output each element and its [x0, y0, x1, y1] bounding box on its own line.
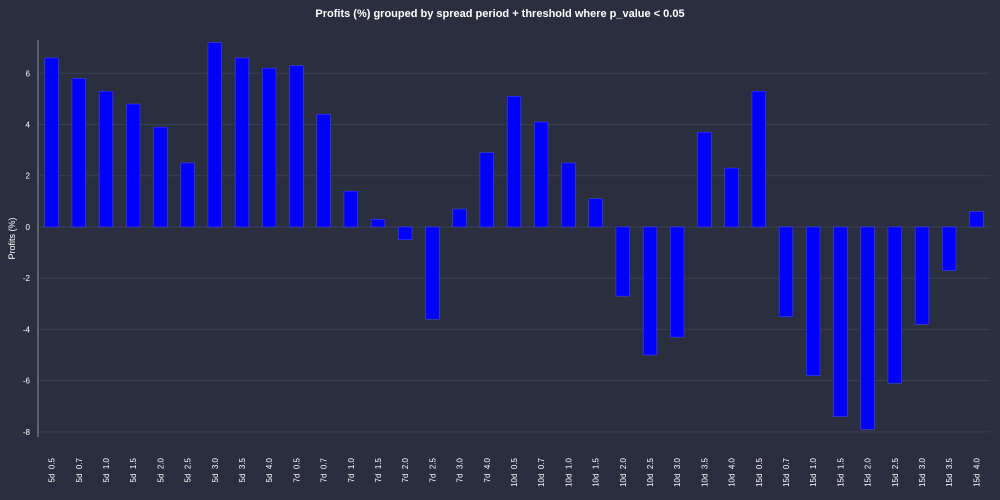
x-tick-label: 15d 3.0: [918, 457, 927, 486]
x-tick-label: 15d 2.5: [891, 457, 900, 486]
bar-13: [398, 226, 413, 241]
bar-31: [887, 226, 902, 384]
x-tick-label: 15d 4.0: [972, 457, 981, 486]
x-tick-label: 5d 4.0: [265, 457, 274, 482]
x-tick-label: 10d 2.0: [619, 457, 628, 486]
bar-0: [44, 57, 59, 228]
x-tick-label: 10d 3.0: [673, 457, 682, 486]
y-tick-label: -6: [23, 377, 31, 386]
x-tick-label: 10d 0.5: [510, 457, 519, 486]
bar-4: [153, 126, 168, 228]
x-tick-label: 10d 1.5: [592, 457, 601, 486]
bar-8: [262, 67, 277, 228]
x-tick-label: 7d 1.0: [347, 457, 356, 482]
x-tick-label: 10d 2.5: [646, 457, 655, 486]
x-tick-label: 5d 2.5: [184, 457, 193, 482]
x-tick-label: 7d 2.5: [428, 457, 437, 482]
y-tick-label: 4: [26, 121, 31, 130]
x-tick-label: 7d 0.5: [292, 457, 301, 482]
bar-30: [860, 226, 875, 430]
x-tick-label: 5d 3.0: [211, 457, 220, 482]
bar-10: [316, 114, 331, 228]
bar-14: [425, 226, 440, 320]
bar-23: [670, 226, 685, 338]
x-tick-label: 15d 2.0: [864, 457, 873, 486]
bar-6: [207, 42, 222, 228]
bar-24: [697, 131, 712, 228]
bar-34: [969, 211, 984, 228]
x-tick-label: 10d 0.7: [537, 457, 546, 486]
bar-29: [833, 226, 848, 417]
x-tick-label: 7d 0.7: [320, 457, 329, 482]
y-tick-label: -8: [23, 428, 31, 437]
bar-19: [561, 162, 576, 228]
x-tick-label: 5d 0.7: [75, 457, 84, 482]
y-axis-label: Profits (%): [7, 217, 17, 259]
bar-26: [751, 90, 766, 228]
chart-title: Profits (%) grouped by spread period + t…: [315, 8, 685, 20]
x-tick-label: 5d 3.5: [238, 457, 247, 482]
bar-20: [588, 198, 603, 228]
bar-28: [806, 226, 821, 376]
bar-27: [778, 226, 794, 317]
x-tick-label: 15d 1.0: [809, 457, 818, 486]
bar-7: [234, 57, 250, 228]
bar-21: [615, 226, 630, 297]
bar-18: [534, 121, 549, 228]
x-tick-label: 7d 1.5: [374, 457, 383, 482]
y-tick-label: 0: [26, 223, 31, 232]
bar-1: [71, 78, 86, 228]
x-tick-label: 5d 1.5: [129, 457, 138, 482]
x-tick-label: 10d 1.0: [564, 457, 573, 486]
x-tick-label: 15d 3.5: [945, 457, 954, 486]
y-tick-label: -4: [23, 325, 31, 334]
x-tick-label: 15d 0.5: [755, 457, 764, 486]
y-tick-label: -2: [23, 274, 31, 283]
y-tick-label: 6: [26, 69, 31, 78]
bar-16: [479, 152, 494, 228]
bar-15: [452, 208, 467, 228]
bar-11: [343, 190, 358, 228]
bar-12: [370, 219, 386, 228]
bar-22: [642, 226, 658, 356]
x-tick-label: 10d 3.5: [700, 457, 709, 486]
y-tick-label: 2: [26, 172, 31, 181]
bar-32: [914, 226, 930, 325]
x-tick-label: 15d 0.7: [782, 457, 791, 486]
bar-5: [180, 162, 195, 228]
bar-2: [98, 90, 114, 228]
x-tick-label: 7d 4.0: [483, 457, 492, 482]
x-tick-label: 10d 4.0: [728, 457, 737, 486]
bar-3: [126, 103, 141, 228]
x-tick-label: 7d 2.0: [401, 457, 410, 482]
bar-17: [506, 96, 522, 228]
x-tick-label: 15d 1.5: [836, 457, 845, 486]
bar-9: [289, 65, 304, 228]
bar-25: [724, 167, 739, 228]
x-tick-label: 5d 0.5: [48, 457, 57, 482]
x-tick-label: 7d 3.0: [456, 457, 465, 482]
x-tick-label: 5d 1.0: [102, 457, 111, 482]
x-tick-label: 5d 2.0: [156, 457, 165, 482]
bar-33: [942, 226, 957, 271]
